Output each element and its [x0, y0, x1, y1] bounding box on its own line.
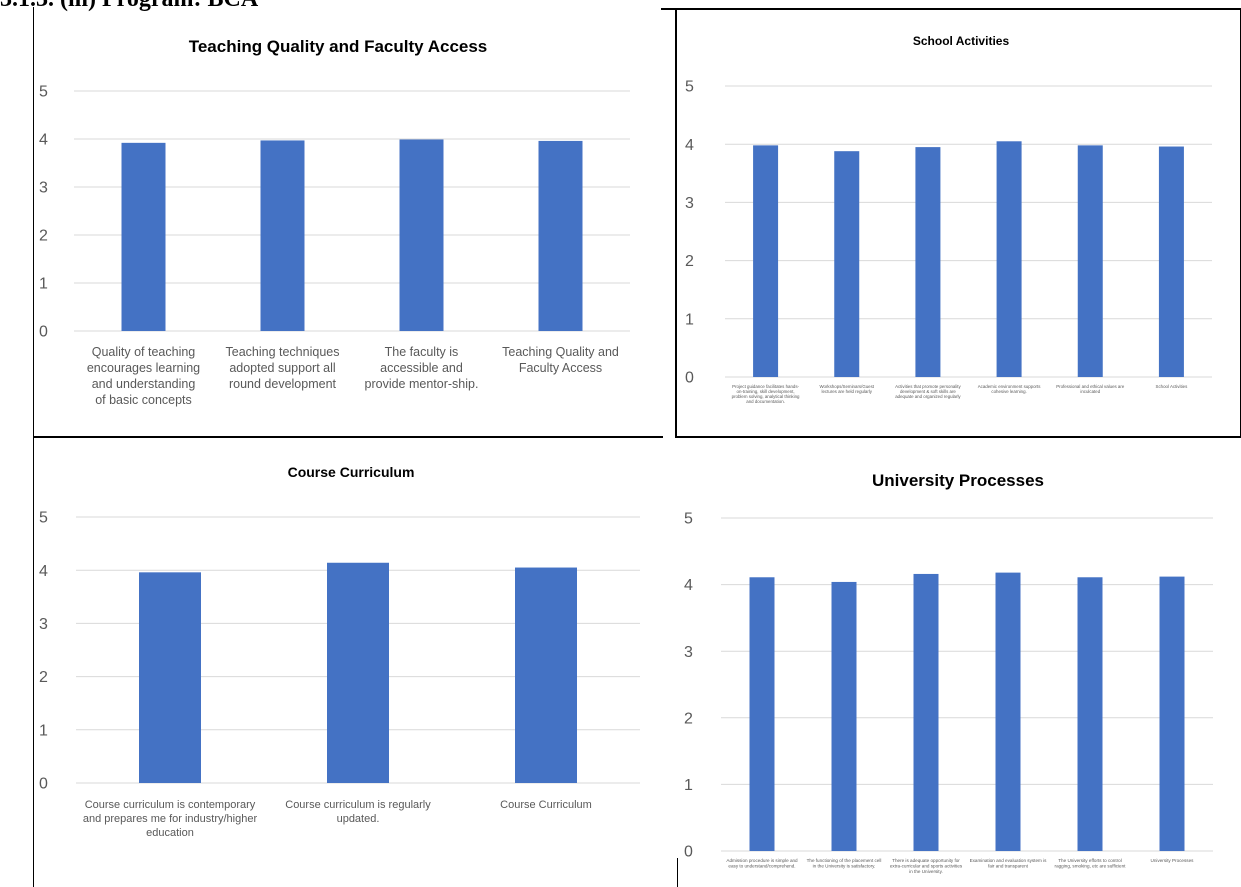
bar-6 [1158, 146, 1184, 377]
x-category-label-3: Course Curriculum [500, 799, 592, 811]
y-tick-label-0: 0 [684, 844, 693, 861]
bar-1 [749, 577, 775, 851]
y-tick-label-1: 1 [39, 722, 48, 739]
bar-3 [913, 573, 939, 851]
y-tick-label-5: 5 [39, 84, 48, 101]
x-category-label-4: Examination and evaluation system is fair… [970, 858, 1048, 869]
bar-5 [1077, 577, 1103, 851]
x-category-label-2: Teaching techniques adopted support all ro… [226, 345, 340, 391]
y-tick-label-3: 3 [39, 616, 48, 633]
bar-2 [834, 151, 860, 377]
bar-1 [121, 142, 166, 331]
bar-4 [996, 141, 1022, 377]
y-tick-label-2: 2 [39, 228, 48, 245]
x-category-label-1: Quality of teaching encourages learning an… [87, 345, 200, 407]
x-category-label-2: The functioning of the placement cell in … [807, 858, 882, 869]
divider-left [33, 7, 34, 887]
bar-4 [995, 572, 1021, 851]
x-category-label-3: There is adequate opportunity for extra-c… [890, 858, 963, 874]
x-category-label-5: Professional and ethical values are incul… [1056, 384, 1125, 394]
x-category-label-2: Workshops/Seminars/Guest lectures are hel… [819, 384, 874, 394]
chart-school-activities-svg: School Activities 0 1 2 3 4 5 Project guidance … [685, 34, 1212, 404]
y-tick-label-1: 1 [685, 311, 694, 328]
y-tick-label-4: 4 [684, 577, 693, 594]
x-category-label-6: School Activities [1156, 384, 1189, 389]
divider-horizontal-right [675, 436, 1241, 438]
x-category-label-1: Admission procedure is simple and easy to… [726, 858, 798, 869]
bar-2 [327, 562, 389, 783]
y-tick-label-5: 5 [684, 511, 693, 528]
chart-university-processes-svg: University Processes 0 1 2 3 4 5 Admission proc… [684, 471, 1213, 874]
bar-3 [915, 147, 941, 377]
divider-middle-vertical [675, 8, 677, 438]
chart-teaching-quality-svg: Teaching Quality and Faculty Access 0 1 2 3 4… [39, 37, 630, 407]
bar-2 [260, 140, 305, 331]
x-category-label-4: Academic environment supports cohesive le… [978, 384, 1042, 394]
y-tick-label-3: 3 [684, 644, 693, 661]
bar-1 [139, 572, 201, 783]
bar-6 [1159, 576, 1185, 851]
x-category-label-1: Project guidance facilitates hands-on-tr… [732, 384, 800, 404]
y-tick-label-5: 5 [39, 510, 48, 527]
divider-horizontal [33, 436, 663, 438]
section-heading: 3.1.3. (iii) Program: BCA [0, 0, 258, 13]
x-category-label-5: The University efforts to control ragging… [1055, 858, 1127, 869]
x-category-label-6: University Processes [1151, 858, 1195, 863]
y-tick-label-0: 0 [685, 370, 694, 387]
y-tick-label-2: 2 [684, 710, 693, 727]
bar-4 [538, 140, 583, 331]
chart-course-curriculum-svg: Course Curriculum 0 1 2 3 4 5 Course curriculum… [39, 464, 640, 839]
y-tick-label-3: 3 [39, 180, 48, 197]
bar-3 [399, 139, 444, 331]
divider-top [661, 8, 1241, 10]
y-tick-label-1: 1 [39, 276, 48, 293]
chart-title: Teaching Quality and Faculty Access [189, 37, 488, 56]
x-category-label-4: Teaching Quality and Faculty Access [502, 345, 619, 375]
y-tick-label-5: 5 [685, 79, 694, 96]
y-tick-label-2: 2 [685, 253, 694, 270]
chart-teaching-quality: Teaching Quality and Faculty Access 0 1 2 3 4… [34, 10, 660, 435]
y-tick-label-4: 4 [39, 563, 48, 580]
y-tick-label-4: 4 [685, 137, 694, 154]
chart-course-curriculum: Course Curriculum 0 1 2 3 4 5 Course curriculum… [34, 438, 660, 887]
bar-2 [831, 581, 857, 851]
y-tick-label-2: 2 [39, 669, 48, 686]
y-tick-label-1: 1 [684, 777, 693, 794]
chart-school-activities: School Activities 0 1 2 3 4 5 Project guidance … [677, 10, 1240, 435]
chart-title: School Activities [913, 34, 1010, 48]
bar-1 [753, 145, 779, 377]
divider-bottom-tick [677, 858, 678, 887]
x-category-label-1: Course curriculum is contemporary and pre… [83, 799, 258, 839]
y-tick-label-0: 0 [39, 324, 48, 341]
x-category-label-3: The faculty is accessible and provide ment… [365, 345, 479, 391]
y-tick-label-3: 3 [685, 195, 694, 212]
x-category-label-3: Activities that promote personality devel… [895, 384, 961, 399]
y-tick-label-0: 0 [39, 776, 48, 793]
bar-3 [515, 567, 577, 783]
x-category-label-2: Course curriculum is regularly updated. [285, 799, 431, 825]
chart-title: University Processes [872, 471, 1044, 490]
y-tick-label-4: 4 [39, 132, 48, 149]
chart-university-processes: University Processes 0 1 2 3 4 5 Admission proc… [678, 438, 1240, 887]
chart-title: Course Curriculum [288, 464, 415, 480]
bar-5 [1077, 145, 1103, 377]
